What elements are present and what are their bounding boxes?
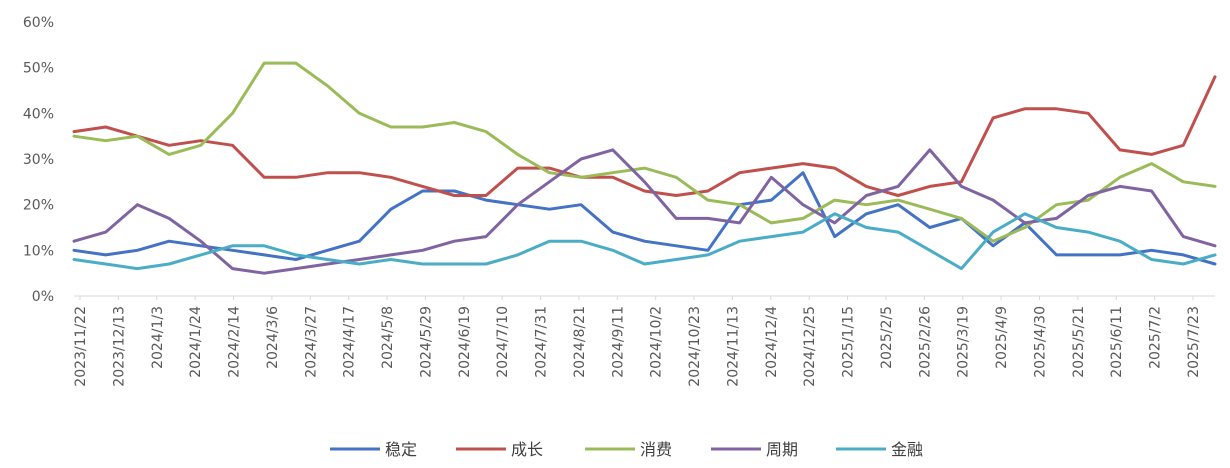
- series-line-2: [72, 61, 1217, 243]
- x-tick-label: 2024/7/10: [495, 306, 511, 378]
- x-tick-label: 2025/6/11: [1109, 306, 1125, 378]
- x-tick-label: 2023/12/13: [111, 306, 127, 387]
- x-tick-label: 2025/5/21: [1071, 306, 1087, 378]
- x-tick-label: 2024/4/17: [342, 306, 358, 378]
- x-tick-label: 2025/1/15: [841, 306, 857, 378]
- x-tick-label: 2024/10/23: [687, 306, 703, 387]
- legend-label: 金融: [891, 440, 923, 459]
- x-tick-label: 2024/9/11: [610, 306, 626, 378]
- y-tick-label: 30%: [23, 152, 54, 168]
- x-tick-label: 2025/4/9: [994, 306, 1010, 369]
- series-line-3: [72, 148, 1217, 275]
- x-tick-label: 2024/1/3: [150, 306, 166, 369]
- x-tick-label: 2024/11/13: [725, 306, 741, 387]
- series-line-1: [72, 75, 1217, 197]
- legend-label: 成长: [511, 440, 543, 459]
- x-tick-label: 2024/8/21: [572, 306, 588, 378]
- x-tick-label: 2025/2/26: [917, 306, 933, 378]
- x-tick-label: 2024/7/31: [534, 306, 550, 378]
- x-tick-label: 2025/7/2: [1148, 306, 1164, 369]
- legend: 稳定 成长 消费 周期 金融: [330, 440, 923, 459]
- y-tick-label: 20%: [23, 198, 54, 214]
- y-tick-label: 0%: [32, 289, 54, 305]
- series-lines: [72, 61, 1217, 275]
- x-tick-label: 2025/3/19: [956, 306, 972, 378]
- legend-label: 消费: [640, 440, 672, 459]
- y-axis-tick-labels: 0% 10% 20% 30% 40% 50% 60%: [23, 15, 54, 305]
- y-tick-label: 50%: [23, 61, 54, 77]
- x-tick-label: 2025/2/5: [879, 306, 895, 369]
- x-tick-label: 2024/2/14: [227, 306, 243, 378]
- x-tick-label: 2024/12/4: [764, 306, 780, 378]
- x-tick-label: 2024/3/27: [303, 306, 319, 378]
- y-tick-label: 40%: [23, 106, 54, 122]
- x-tick-label: 2025/4/30: [1032, 306, 1048, 378]
- x-tick-label: 2024/1/24: [188, 306, 204, 378]
- x-tick-label: 2024/5/8: [380, 306, 396, 369]
- series-line-4: [72, 212, 1217, 271]
- x-tick-label: 2024/6/19: [457, 306, 473, 378]
- x-tick-label: 2024/5/29: [418, 306, 434, 378]
- legend-label: 稳定: [385, 440, 417, 459]
- x-tick-label: 2025/7/23: [1186, 306, 1202, 378]
- x-tick-label: 2024/12/25: [802, 306, 818, 387]
- y-tick-label: 60%: [23, 15, 54, 31]
- y-tick-label: 10%: [23, 243, 54, 259]
- legend-label: 周期: [766, 440, 798, 459]
- series-line-0: [72, 171, 1217, 266]
- x-tick-label: 2024/10/2: [649, 306, 665, 378]
- x-axis-tick-labels: 2023/11/22 2023/12/13 2024/1/3 2024/1/24 202…: [73, 296, 1202, 387]
- x-tick-label: 2023/11/22: [73, 306, 89, 387]
- x-tick-label: 2024/3/6: [265, 306, 281, 369]
